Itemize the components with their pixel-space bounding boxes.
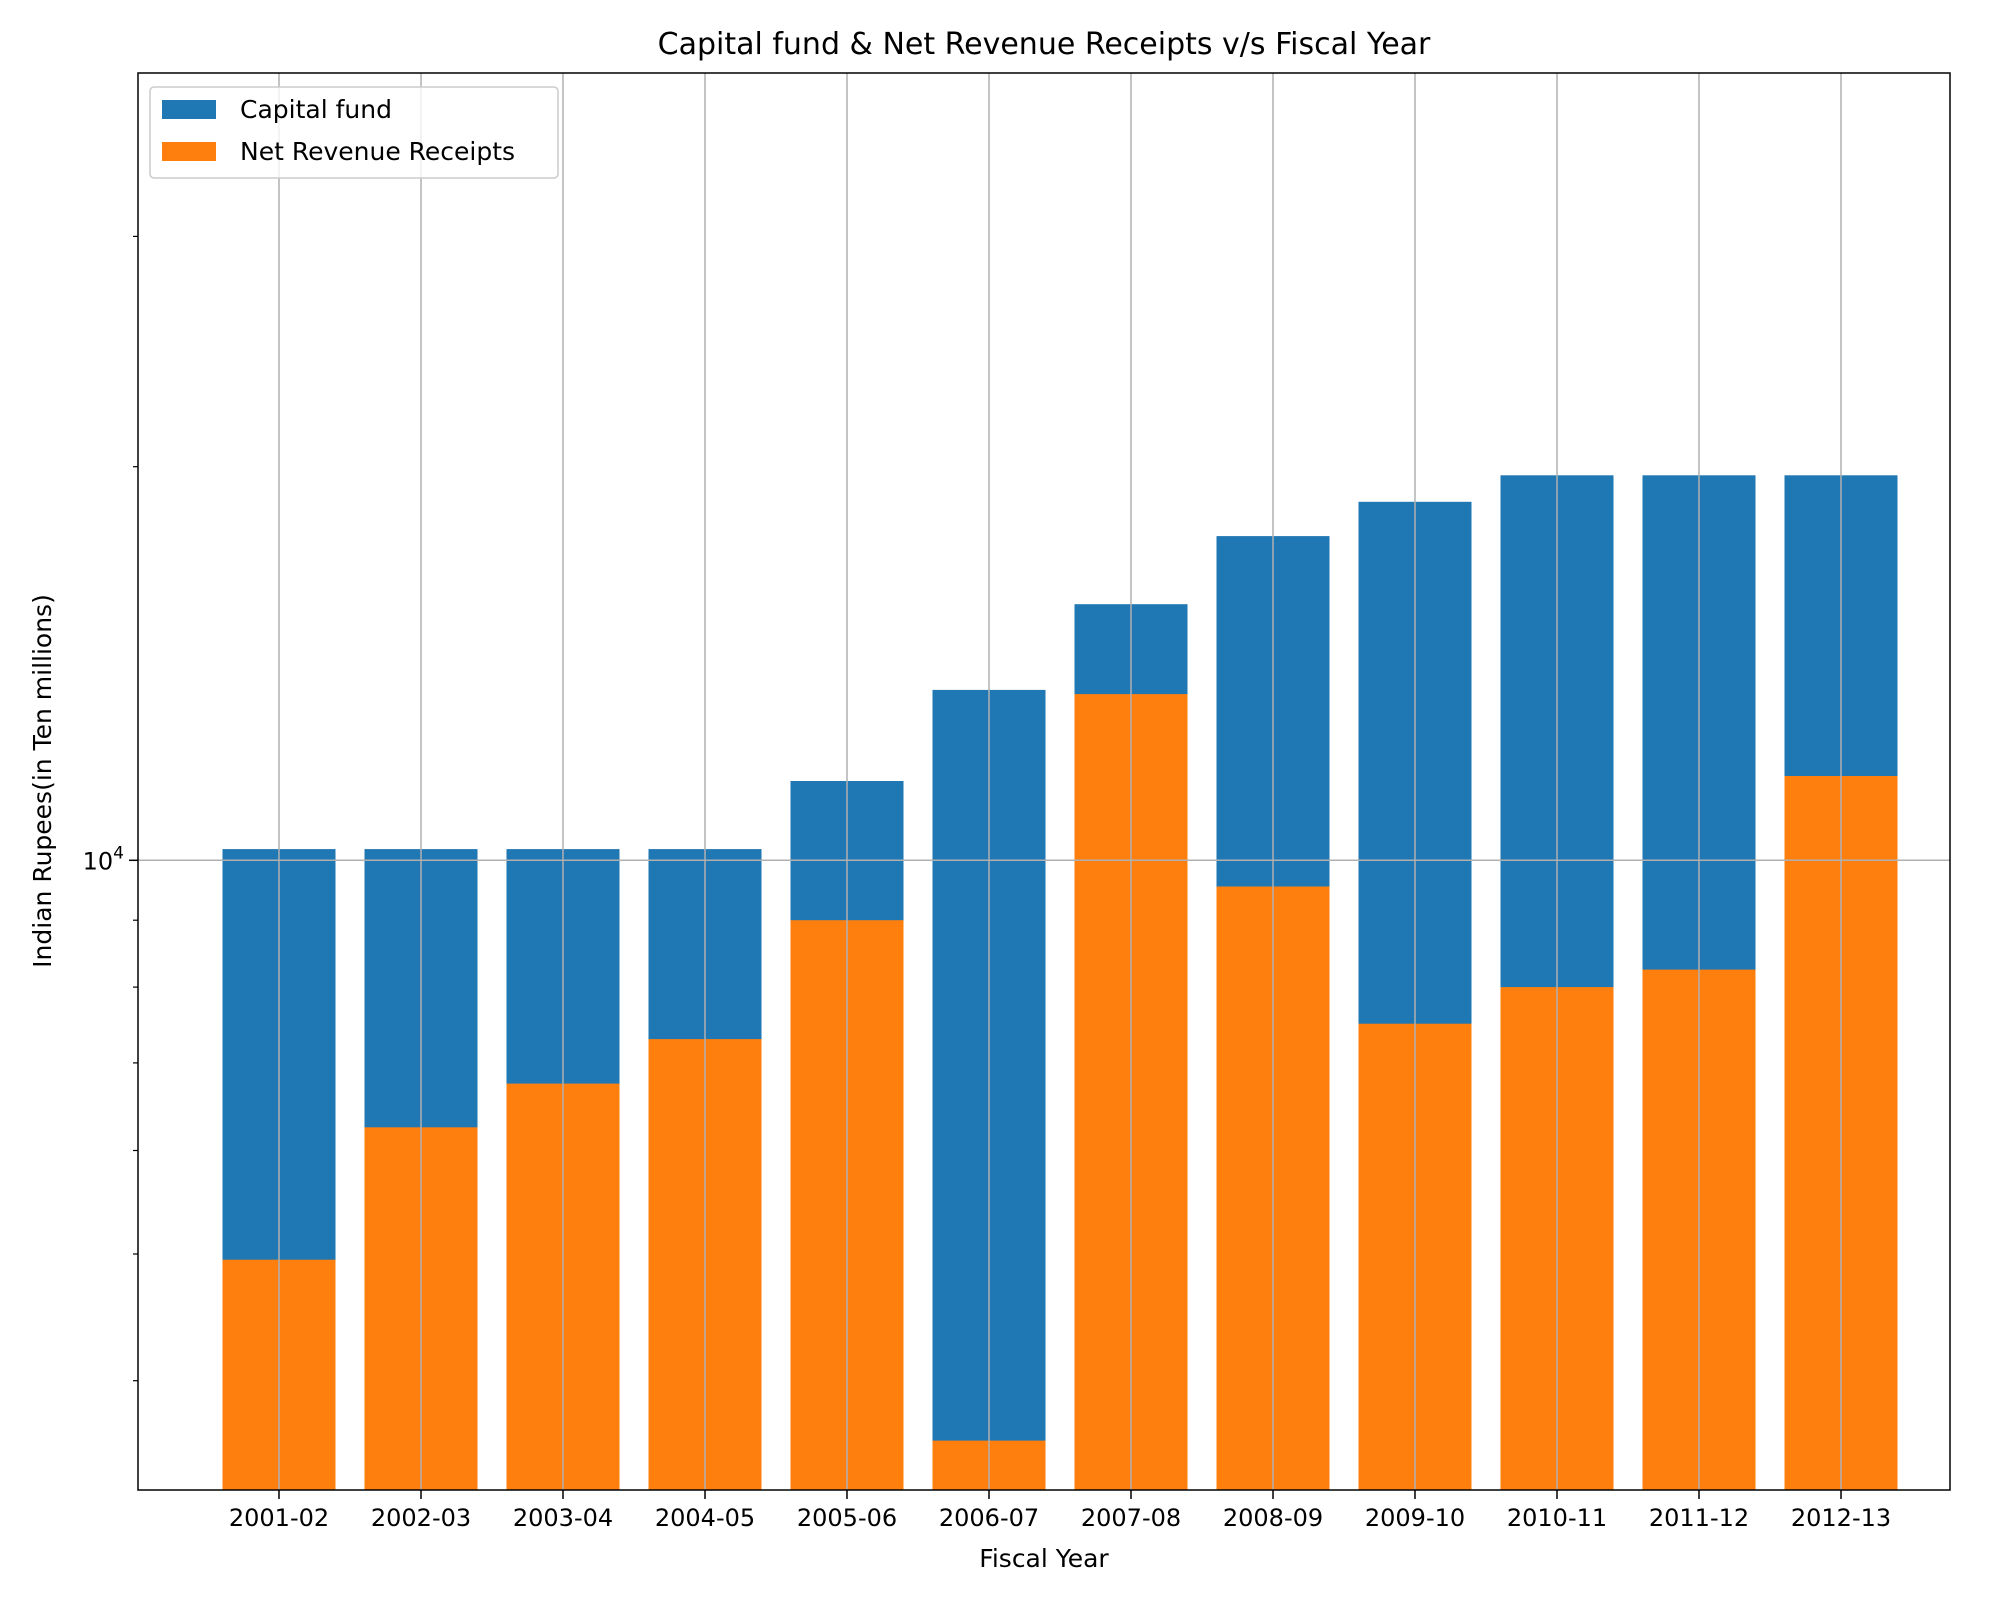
- y-axis-label: Indian Rupees(in Ten millions): [28, 594, 57, 968]
- x-tick-label-2005-06: 2005-06: [797, 1504, 897, 1532]
- x-tick-label-2006-07: 2006-07: [939, 1504, 1039, 1532]
- legend: Capital fund Net Revenue Receipts: [149, 86, 559, 179]
- legend-label-capital-fund: Capital fund: [240, 95, 392, 124]
- legend-swatch-capital-fund: [162, 100, 216, 119]
- y-tick-label: 104: [83, 843, 124, 875]
- legend-frame: [149, 86, 559, 179]
- x-tick-label-2003-04: 2003-04: [513, 1504, 613, 1532]
- legend-swatch-net-revenue-receipts: [162, 142, 216, 161]
- x-tick-label-2008-09: 2008-09: [1223, 1504, 1323, 1532]
- x-tick-label-2001-02: 2001-02: [229, 1504, 329, 1532]
- x-tick-label-2007-08: 2007-08: [1081, 1504, 1181, 1532]
- legend-label-net-revenue-receipts: Net Revenue Receipts: [240, 137, 515, 166]
- plot-frame: [137, 72, 1951, 1491]
- x-tick-label-2004-05: 2004-05: [655, 1504, 755, 1532]
- x-tick-label-2012-13: 2012-13: [1791, 1504, 1891, 1532]
- x-tick-label-2002-03: 2002-03: [371, 1504, 471, 1532]
- x-axis-label: Fiscal Year: [979, 1544, 1109, 1573]
- x-tick-label-2010-11: 2010-11: [1507, 1504, 1607, 1532]
- x-tick-label-2009-10: 2009-10: [1365, 1504, 1465, 1532]
- chart-title: Capital fund & Net Revenue Receipts v/s …: [658, 27, 1431, 62]
- x-tick-label-2011-12: 2011-12: [1649, 1504, 1749, 1532]
